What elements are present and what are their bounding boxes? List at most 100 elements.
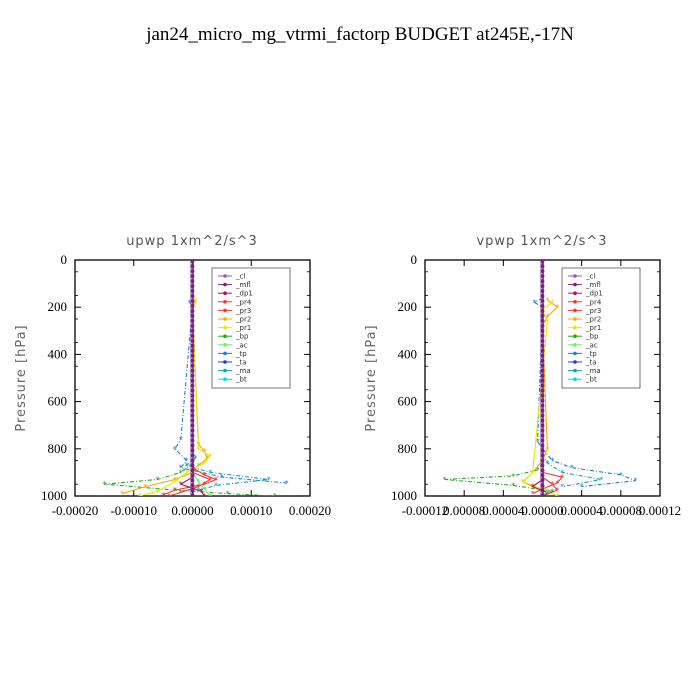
legend-label: _dp1	[235, 290, 253, 298]
legend-label: _bt	[235, 376, 247, 384]
series-point-pr2: *	[193, 298, 197, 307]
legend-swatch-marker	[573, 300, 577, 304]
y-tick-label: 600	[48, 394, 68, 409]
x-tick-label: -0.00010	[110, 503, 157, 518]
series-point-pr2: *	[144, 483, 148, 492]
series-point-mfl	[190, 304, 195, 308]
series-point-mfl	[540, 443, 545, 448]
legend-swatch-marker	[573, 274, 577, 278]
series-point-mfl	[540, 413, 545, 418]
legend-label: _bp	[585, 333, 599, 341]
y-tick-label: 0	[411, 252, 418, 267]
x-tick-label: 0.00000	[171, 503, 213, 518]
legend-label: _pr1	[585, 324, 601, 332]
series-point-mfl	[190, 483, 195, 488]
series-point-mfl	[540, 343, 545, 348]
legend-label: _mfl	[235, 281, 251, 289]
x-tick-label: -0.00020	[52, 503, 99, 518]
series-point-pr2: *	[173, 475, 177, 484]
series-point-bp: *	[179, 468, 183, 477]
series-point-mfl	[540, 294, 545, 298]
series-point-mfl	[190, 473, 195, 478]
series-point-mfl	[540, 393, 545, 398]
series-point-pr1: *	[545, 317, 549, 326]
series-point-ma: *	[208, 468, 212, 477]
panel-title: vpwp 1xm^2/s^3	[476, 234, 607, 249]
x-tick-label: 0.00010	[230, 503, 272, 518]
series-point-pr1: *	[138, 492, 142, 501]
series-point-pr2: *	[545, 296, 549, 305]
series-point-dp1: *	[199, 487, 203, 496]
series-point-bp: *	[511, 472, 515, 481]
series-point-mfl	[540, 438, 545, 443]
series-point-mfl	[540, 353, 545, 358]
y-axis-label: Pressure [hPa]	[14, 324, 29, 431]
series-point-pr1: *	[531, 468, 535, 477]
series-point-mfl	[190, 373, 195, 378]
series-point-pr4: *	[208, 475, 212, 484]
legend-label: _tp	[235, 350, 247, 358]
panel-upwp: upwp 1xm^2/s^3 Pressure [hPa] 0 200 400 600…	[14, 234, 331, 518]
legend-swatch-marker	[223, 325, 227, 330]
legend: _cl_mfl_dp1_pr4_pr3_pr2_pr1_bp_ac_tp_ta_…	[211, 267, 291, 389]
page-title: jan24_micro_mg_vtrmi_factorp BUDGET at24…	[145, 24, 574, 45]
series-point-mfl	[540, 348, 545, 353]
series-point-pr4: *	[167, 492, 171, 501]
legend-label: _pr4	[235, 298, 252, 306]
legend-label: _pr3	[235, 307, 251, 315]
series-point-mfl	[540, 473, 545, 478]
series-point-pr4: *	[550, 480, 554, 489]
series-point-mfl	[540, 274, 545, 279]
series-point-mfl	[190, 299, 195, 303]
y-tick-label: 400	[48, 346, 68, 361]
series-group: ****************************************…	[102, 260, 289, 501]
legend-swatch-marker	[223, 368, 227, 373]
series-line-pr4	[168, 471, 212, 496]
series-point-pr2: *	[545, 313, 549, 322]
series-point-ac: *	[545, 487, 549, 496]
series-point-tp: *	[619, 471, 623, 480]
series-point-pr3: *	[531, 490, 535, 499]
plot-area: 0 200 400 600 800 1000-0.00020 -0.00010 0.00000…	[41, 252, 331, 518]
legend-label: _ta	[235, 359, 247, 367]
legend-label: _cl	[585, 273, 595, 281]
series-point-mfl	[540, 358, 545, 363]
legend-label: _pr1	[235, 324, 251, 332]
series-point-ac: *	[208, 492, 212, 501]
series-point-ma: *	[560, 483, 564, 492]
series-point-mfl	[540, 363, 545, 368]
legend: _cl_mfl_dp1_pr4_pr3_pr2_pr1_bp_ac_tp_ta_…	[561, 267, 641, 389]
series-point-mfl	[190, 393, 195, 398]
series-point-mfl	[540, 453, 545, 458]
series-point-mfl	[540, 433, 545, 438]
legend-label: _bp	[235, 333, 249, 341]
series-point-pr1: *	[196, 445, 200, 454]
series-line-bp	[444, 462, 555, 496]
series-point-mfl	[190, 328, 195, 333]
series-point-pr4: *	[555, 486, 559, 495]
series-point-mfl	[540, 378, 545, 383]
series-point-mfl	[540, 493, 545, 496]
series-point-mfl	[190, 423, 195, 428]
series-point-mfl	[540, 373, 545, 378]
series-point-pr1: *	[550, 298, 554, 307]
legend-swatch-marker	[223, 274, 227, 278]
series-point-mfl	[540, 463, 545, 468]
series-point-mfl	[190, 378, 195, 383]
series-point-ac: *	[196, 478, 200, 487]
series-point-mfl	[540, 408, 545, 413]
series-point-mfl	[190, 319, 195, 323]
series-point-mfl	[190, 458, 195, 463]
series-point-ma: *	[267, 475, 271, 484]
legend-swatch-marker	[573, 351, 577, 356]
series-point-mfl	[540, 319, 545, 323]
series-point-mfl	[190, 269, 195, 274]
y-axis-label: Pressure [hPa]	[364, 324, 379, 431]
x-tick-label: 0.00004	[482, 503, 525, 518]
series-point-tp: *	[185, 457, 189, 466]
series-point-pr3: *	[555, 479, 559, 488]
series-point-mfl	[190, 463, 195, 468]
series-point-bp: *	[536, 466, 540, 475]
series-point-ma: *	[185, 461, 189, 470]
series-point-mfl	[190, 314, 195, 318]
